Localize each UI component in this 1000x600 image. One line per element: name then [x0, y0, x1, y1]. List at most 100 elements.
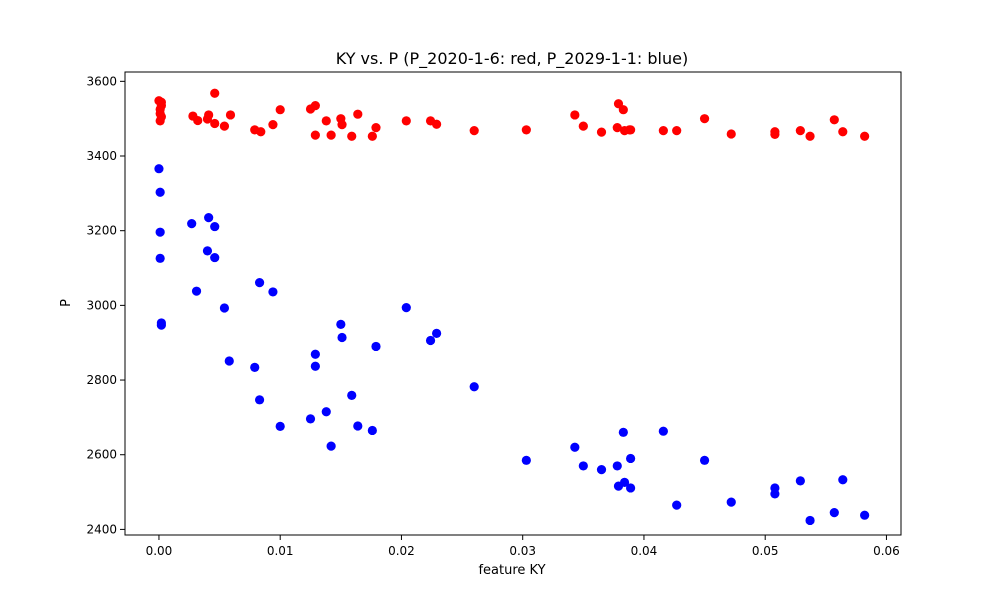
series-0-point	[367, 131, 377, 141]
y-tick-label: 3600	[86, 74, 117, 88]
series-1-point	[367, 425, 377, 436]
x-axis-label: feature KY	[478, 563, 545, 578]
series-0-point	[612, 123, 622, 133]
series-0-point	[626, 125, 636, 135]
y-tick-label: 2800	[86, 373, 117, 387]
series-0-point	[699, 114, 710, 124]
series-1-point	[672, 500, 682, 510]
series-0-point	[521, 125, 531, 135]
series-0-point	[672, 126, 682, 136]
series-1-point	[219, 303, 230, 313]
series-0-point	[310, 130, 320, 140]
y-tick-label: 2400	[86, 522, 117, 536]
series-1-point	[305, 414, 316, 424]
series-0-point	[469, 126, 479, 136]
series-1-point	[658, 426, 668, 436]
series-1-point	[353, 421, 363, 431]
y-axis-label: P	[59, 299, 74, 307]
series-1-point	[155, 227, 165, 237]
series-1-point	[838, 475, 848, 485]
series-1-point	[156, 320, 166, 330]
y-tick-label: 3000	[86, 298, 117, 312]
series-1-point	[805, 515, 815, 526]
series-0-point	[805, 131, 815, 141]
series-0-point	[838, 127, 848, 137]
series-1-point	[310, 349, 320, 359]
series-0-point	[860, 131, 870, 141]
y-tick-label: 2600	[86, 448, 117, 462]
series-1-point	[432, 328, 442, 338]
y-tick-label: 3200	[86, 224, 117, 238]
series-1-point	[829, 507, 839, 518]
series-0-point	[326, 130, 336, 140]
series-0-point	[726, 129, 736, 139]
series-1-point	[578, 461, 588, 471]
series-0-point	[795, 126, 805, 136]
series-1-point	[347, 390, 357, 400]
series-0-point	[432, 119, 442, 129]
series-0-point	[219, 121, 230, 131]
series-0-point	[310, 101, 320, 111]
series-0-point	[401, 116, 411, 126]
series-1-point	[254, 277, 265, 288]
series-0-point	[770, 129, 780, 139]
series-1-point	[425, 335, 436, 346]
series-1-point	[321, 407, 331, 417]
series-1-point	[155, 253, 165, 263]
series-1-point	[770, 489, 780, 499]
series-0-point	[268, 120, 278, 130]
series-1-point	[154, 164, 164, 174]
series-1-point	[596, 465, 607, 475]
series-1-point	[187, 219, 197, 229]
x-tick-label: 0.01	[267, 544, 294, 558]
x-tick-label: 0.06	[873, 544, 900, 558]
series-1-point	[612, 461, 622, 471]
series-0-point	[353, 109, 363, 119]
series-0-point	[321, 116, 331, 126]
x-tick-label: 0.00	[146, 544, 173, 558]
series-0-point	[829, 115, 839, 125]
series-1-point	[795, 476, 805, 486]
y-tick-label: 3400	[86, 149, 117, 163]
series-1-point	[310, 361, 320, 371]
series-0-point	[347, 131, 357, 141]
plot-frame	[124, 71, 902, 536]
series-1-point	[202, 246, 213, 256]
series-1-point	[699, 455, 710, 465]
series-1-point	[618, 427, 628, 437]
series-1-point	[626, 453, 636, 464]
series-0-point	[193, 115, 203, 126]
x-axis-ticks: 0.00 0.01 0.02 0.03 0.04 0.05 0.06	[146, 535, 900, 558]
x-tick-label: 0.05	[752, 544, 779, 558]
series-0-point	[658, 126, 668, 136]
series-1-point	[155, 187, 165, 197]
series-0-point	[225, 110, 236, 120]
series-1-point	[224, 356, 234, 366]
series-0-point	[371, 123, 381, 133]
series-1-point	[521, 455, 531, 465]
series-0-point	[256, 127, 266, 137]
series-0-point	[337, 120, 347, 130]
series-1-point	[570, 442, 580, 452]
chart-title: KY vs. P (P_2020-1-6: red, P_2029-1-1: b…	[336, 49, 688, 69]
series-0-point	[156, 112, 166, 122]
series-0-point	[156, 97, 166, 107]
points-layer	[154, 88, 870, 526]
series-1-point	[250, 362, 260, 372]
series-1-point	[619, 477, 630, 487]
series-1-point	[469, 382, 479, 392]
series-0-point	[578, 121, 588, 131]
series-1-point	[210, 221, 220, 232]
series-1-point	[210, 252, 220, 263]
series-1-point	[337, 332, 347, 343]
series-1-point	[860, 510, 870, 520]
series-0-point	[210, 88, 220, 98]
series-0-point	[618, 105, 628, 115]
series-1-point	[254, 395, 265, 405]
series-0-point	[570, 110, 580, 120]
x-tick-label: 0.04	[631, 544, 658, 558]
series-1-point	[204, 213, 214, 223]
series-1-point	[726, 497, 736, 507]
